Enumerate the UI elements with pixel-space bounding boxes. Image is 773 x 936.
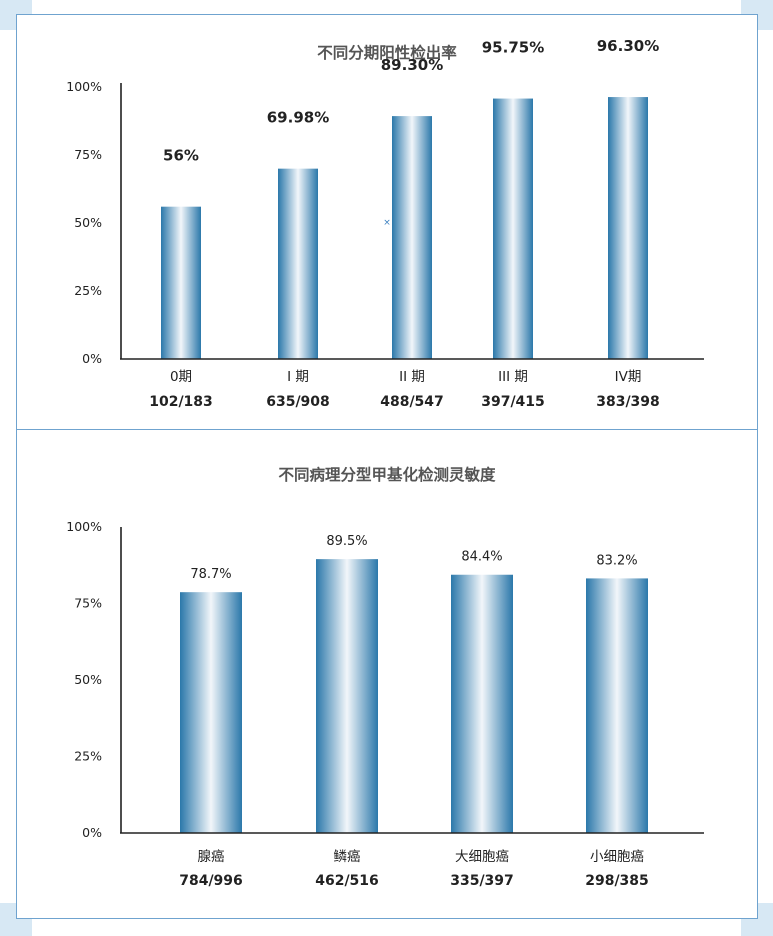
y-tick-label: 50% xyxy=(74,215,102,230)
data-label: 96.30% xyxy=(597,37,659,55)
x-tick-label: 小细胞癌 xyxy=(590,849,644,865)
sample-count-label: 383/398 xyxy=(596,394,660,410)
x-tick-label: 鳞癌 xyxy=(334,849,361,865)
pathology-chart-panel: 不同病理分型甲基化检测灵敏度 0% 25% 50% 75% 100% 78.7% 腺癌 784… xyxy=(16,429,758,919)
sample-count-label: 298/385 xyxy=(585,873,649,889)
y-tick-label: 0% xyxy=(82,825,102,840)
data-label: 89.30% xyxy=(381,56,443,74)
x-tick-label: I 期 xyxy=(287,369,309,385)
bar xyxy=(586,578,648,833)
bar xyxy=(608,97,648,360)
bar xyxy=(451,574,513,833)
y-tick-label: 100% xyxy=(66,519,102,534)
pathology-sensitivity-chart: 不同病理分型甲基化检测灵敏度 0% 25% 50% 75% 100% 78.7% 腺癌 784… xyxy=(66,465,704,889)
stage-chart-panel: 不同分期阳性检出率 0% 25% 50% 75% 100% 56% 0期 102/183 69.… xyxy=(16,14,758,430)
sample-count-label: 335/397 xyxy=(450,873,514,889)
x-tick-label: 腺癌 xyxy=(198,849,225,865)
sample-count-label: 462/516 xyxy=(315,873,379,889)
y-tick-label: 0% xyxy=(82,351,102,366)
bar xyxy=(493,98,533,359)
x-tick-label: 0期 xyxy=(170,369,192,385)
data-label: 83.2% xyxy=(596,553,637,568)
data-label: 89.5% xyxy=(326,534,367,549)
chart-title: 不同病理分型甲基化检测灵敏度 xyxy=(278,465,496,484)
chart-title: 不同分期阳性检出率 xyxy=(317,43,457,62)
y-tick-label: 25% xyxy=(74,283,102,298)
stray-mark: × xyxy=(383,218,391,228)
sample-count-label: 397/415 xyxy=(481,394,545,410)
x-tick-label: 大细胞癌 xyxy=(455,849,509,865)
data-label: 95.75% xyxy=(482,39,544,57)
data-label: 69.98% xyxy=(267,109,329,127)
sample-count-label: 635/908 xyxy=(266,394,330,410)
sample-count-label: 784/996 xyxy=(179,873,243,889)
bar xyxy=(278,168,318,359)
x-tick-label: IV期 xyxy=(615,369,642,385)
sample-count-label: 102/183 xyxy=(149,394,213,410)
stage-detection-chart: 不同分期阳性检出率 0% 25% 50% 75% 100% 56% 0期 102/183 69.… xyxy=(66,37,704,410)
bar xyxy=(180,592,242,833)
y-tick-label: 100% xyxy=(66,79,102,94)
sample-count-label: 488/547 xyxy=(380,394,444,410)
bar xyxy=(392,116,432,359)
x-tick-label: III 期 xyxy=(498,369,528,385)
x-tick-label: II 期 xyxy=(399,369,425,385)
bar xyxy=(161,206,201,359)
y-tick-label: 50% xyxy=(74,672,102,687)
data-label: 56% xyxy=(163,147,199,165)
bar xyxy=(316,559,378,833)
data-label: 78.7% xyxy=(190,567,231,582)
y-tick-label: 75% xyxy=(74,596,102,611)
y-tick-label: 25% xyxy=(74,749,102,764)
y-tick-label: 75% xyxy=(74,147,102,162)
data-label: 84.4% xyxy=(461,550,502,565)
